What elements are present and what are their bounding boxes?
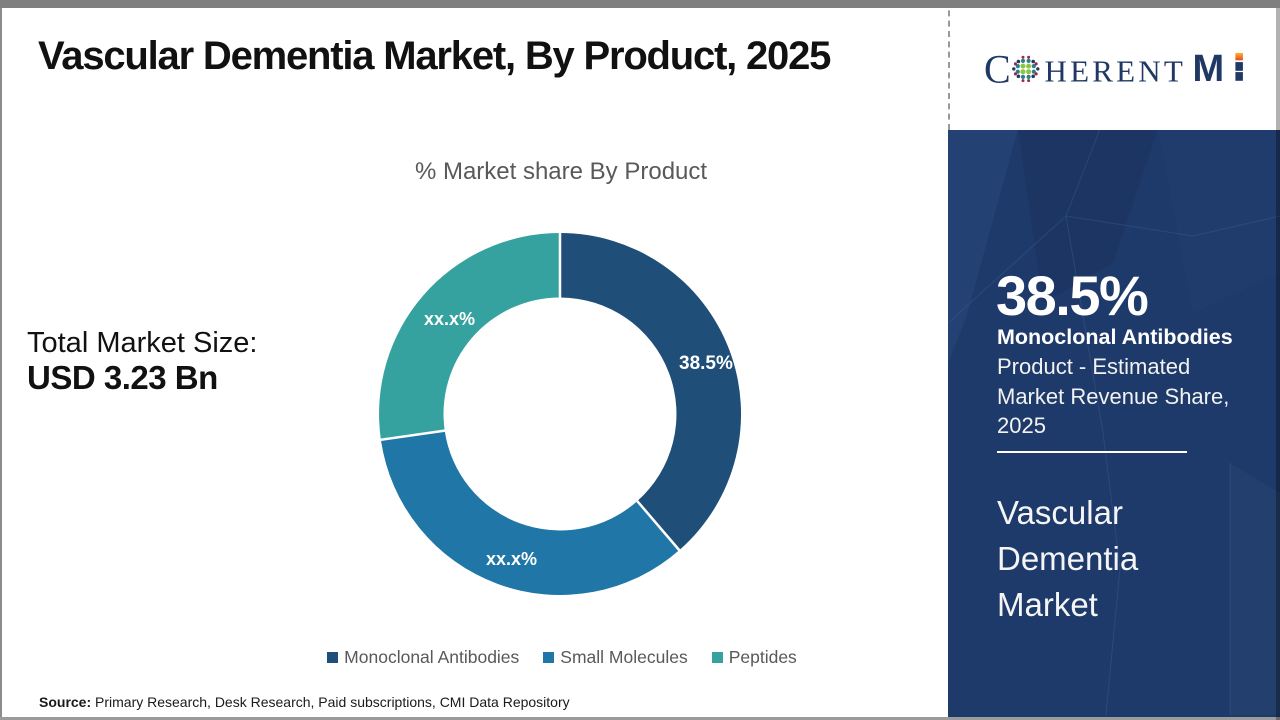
- svg-text:C: C: [984, 47, 1011, 92]
- svg-text:HERENT: HERENT: [1045, 54, 1186, 89]
- svg-text:M: M: [1193, 48, 1225, 90]
